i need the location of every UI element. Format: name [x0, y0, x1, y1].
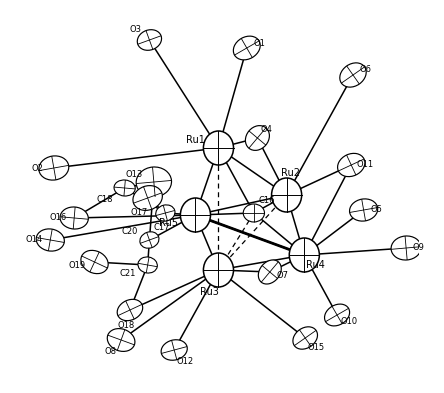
Ellipse shape: [36, 229, 64, 251]
Text: O8: O8: [104, 347, 116, 356]
Text: O12: O12: [176, 358, 194, 367]
Ellipse shape: [156, 205, 175, 221]
Ellipse shape: [246, 126, 270, 151]
Ellipse shape: [81, 250, 108, 274]
Ellipse shape: [243, 204, 265, 222]
Ellipse shape: [114, 180, 135, 196]
Text: O5: O5: [370, 206, 382, 215]
Ellipse shape: [349, 199, 378, 221]
Text: Ru5: Ru5: [159, 218, 178, 228]
Ellipse shape: [136, 167, 171, 197]
Ellipse shape: [340, 63, 366, 87]
Text: O18: O18: [118, 321, 135, 331]
Ellipse shape: [140, 232, 159, 248]
Text: C18: C18: [97, 195, 113, 204]
Text: O19: O19: [68, 261, 85, 270]
Text: O15: O15: [307, 343, 325, 353]
Ellipse shape: [161, 340, 187, 360]
Text: O16: O16: [50, 213, 67, 222]
Text: O11: O11: [357, 160, 374, 169]
Ellipse shape: [293, 327, 317, 349]
Text: O4: O4: [260, 125, 272, 134]
Ellipse shape: [60, 207, 88, 229]
Text: O2: O2: [32, 163, 44, 173]
Ellipse shape: [133, 185, 163, 210]
Ellipse shape: [234, 36, 260, 60]
Text: O7: O7: [276, 272, 288, 281]
Text: C20: C20: [122, 228, 138, 237]
Text: Ru2: Ru2: [281, 168, 300, 178]
Text: O1: O1: [253, 39, 265, 48]
Ellipse shape: [180, 198, 210, 232]
Ellipse shape: [138, 257, 157, 273]
Text: O17: O17: [130, 208, 147, 217]
Ellipse shape: [39, 156, 69, 180]
Ellipse shape: [325, 304, 349, 326]
Ellipse shape: [258, 260, 281, 284]
Ellipse shape: [391, 236, 421, 260]
Text: C17: C17: [154, 222, 170, 231]
Text: Ru4: Ru4: [305, 260, 325, 270]
Text: O3: O3: [129, 26, 141, 35]
Text: O9: O9: [412, 244, 424, 252]
Ellipse shape: [272, 178, 301, 212]
Ellipse shape: [107, 329, 135, 351]
Ellipse shape: [117, 299, 143, 321]
Text: O13: O13: [126, 169, 143, 178]
Ellipse shape: [203, 253, 234, 287]
Text: Ru3: Ru3: [200, 287, 219, 297]
Ellipse shape: [203, 131, 234, 165]
Text: Ru1: Ru1: [186, 135, 205, 145]
Ellipse shape: [137, 30, 162, 50]
Ellipse shape: [337, 153, 365, 176]
Text: O6: O6: [359, 66, 371, 75]
Text: C21: C21: [120, 268, 136, 277]
Text: C16: C16: [258, 196, 274, 206]
Ellipse shape: [289, 238, 319, 272]
Text: O10: O10: [341, 316, 358, 325]
Text: O14: O14: [26, 235, 43, 244]
